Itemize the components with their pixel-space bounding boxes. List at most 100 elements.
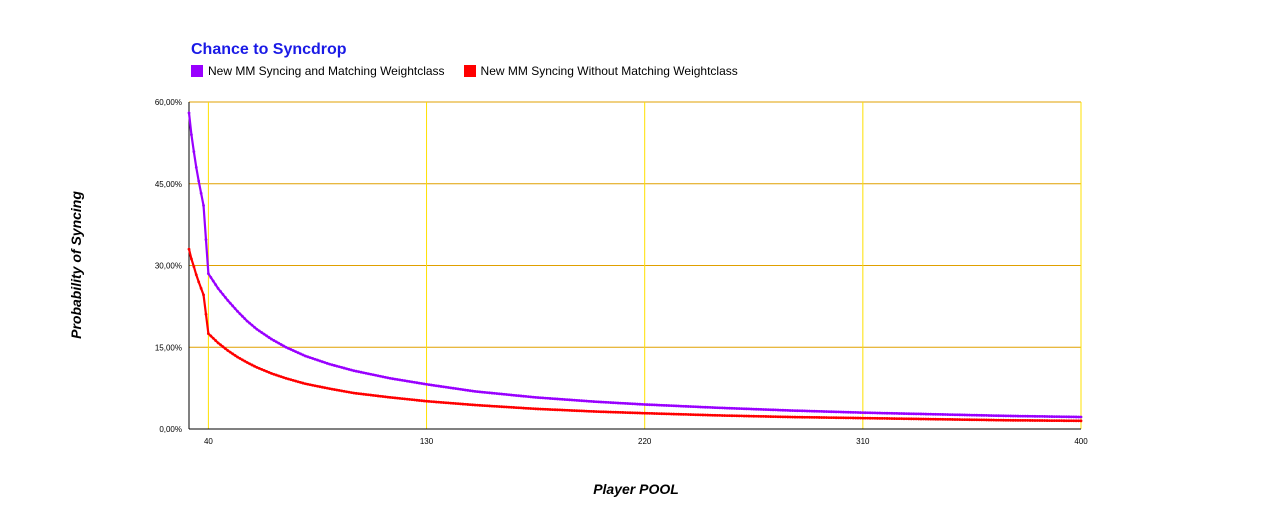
data-point xyxy=(221,345,225,349)
data-point xyxy=(577,409,581,413)
data-point xyxy=(999,418,1003,422)
data-point xyxy=(1006,418,1010,422)
data-point xyxy=(1055,419,1059,423)
data-point xyxy=(451,401,455,405)
data-point xyxy=(587,399,591,403)
data-point xyxy=(621,411,625,414)
data-point xyxy=(272,339,276,342)
data-point xyxy=(468,403,472,407)
data-point xyxy=(963,418,967,422)
data-point xyxy=(534,395,538,399)
data-point xyxy=(490,404,494,408)
data-point xyxy=(796,409,799,413)
data-point xyxy=(238,357,242,360)
data-point xyxy=(449,386,453,390)
data-point xyxy=(1028,419,1032,422)
data-point xyxy=(308,356,312,360)
data-point xyxy=(553,397,557,401)
data-point xyxy=(694,405,697,409)
data-point xyxy=(839,410,843,414)
data-point xyxy=(461,388,465,392)
data-point xyxy=(1028,414,1032,418)
data-point xyxy=(839,416,843,420)
data-point xyxy=(805,415,809,419)
data-point xyxy=(1067,415,1071,419)
data-point xyxy=(1026,419,1030,422)
data-point xyxy=(391,396,395,400)
data-point xyxy=(820,416,824,419)
data-point xyxy=(522,394,525,398)
data-point xyxy=(989,418,993,422)
data-point xyxy=(190,133,193,137)
data-point xyxy=(808,409,811,413)
data-point xyxy=(1021,414,1025,418)
data-point xyxy=(970,413,974,417)
data-point xyxy=(912,417,916,421)
data-point xyxy=(732,406,736,410)
data-point xyxy=(573,398,576,402)
data-point xyxy=(585,409,588,413)
data-point xyxy=(282,344,285,348)
data-point xyxy=(408,398,411,401)
data-point xyxy=(231,352,235,356)
data-point xyxy=(1019,418,1022,422)
data-point xyxy=(197,179,201,183)
data-point xyxy=(354,391,358,395)
data-point xyxy=(1062,415,1066,419)
data-point xyxy=(730,406,734,410)
data-point xyxy=(270,372,273,375)
data-point xyxy=(505,405,508,409)
data-point xyxy=(972,413,976,417)
data-point xyxy=(699,413,702,417)
data-point xyxy=(415,381,419,385)
data-point xyxy=(502,392,506,396)
data-point xyxy=(463,388,467,392)
data-point xyxy=(257,329,261,333)
data-point xyxy=(366,372,370,376)
data-point xyxy=(614,410,618,414)
data-point xyxy=(289,378,293,382)
data-point xyxy=(805,409,809,413)
data-point xyxy=(902,417,906,421)
data-point xyxy=(992,414,996,417)
data-point xyxy=(425,399,428,403)
data-point xyxy=(357,392,361,396)
data-point xyxy=(730,414,734,418)
data-point xyxy=(696,405,700,409)
data-point xyxy=(204,238,208,242)
data-point xyxy=(553,408,557,412)
data-point xyxy=(1045,419,1049,422)
data-point xyxy=(669,404,673,408)
data-point xyxy=(512,393,516,397)
data-point xyxy=(716,413,719,417)
data-point xyxy=(798,409,802,413)
data-point xyxy=(905,417,908,421)
data-point xyxy=(890,417,894,420)
data-point xyxy=(972,418,976,422)
data-point xyxy=(393,396,397,400)
data-point xyxy=(985,414,988,417)
data-point xyxy=(628,402,632,406)
data-point xyxy=(939,417,942,421)
data-point xyxy=(267,336,271,339)
data-point xyxy=(757,414,761,418)
data-point xyxy=(187,111,191,115)
data-point xyxy=(1072,415,1076,419)
data-point xyxy=(526,395,530,399)
data-point xyxy=(1043,415,1047,418)
data-point xyxy=(325,386,329,390)
data-point xyxy=(1038,419,1042,422)
data-point xyxy=(1065,415,1068,419)
data-point xyxy=(202,293,205,297)
data-point xyxy=(1014,418,1017,422)
data-point xyxy=(691,405,695,409)
data-point xyxy=(398,397,402,400)
data-point xyxy=(328,362,331,366)
data-point xyxy=(214,283,218,287)
data-point xyxy=(926,417,930,421)
data-point xyxy=(400,397,404,401)
data-point xyxy=(749,414,753,418)
data-point xyxy=(728,414,731,418)
data-point xyxy=(958,413,962,417)
data-point xyxy=(592,410,596,413)
